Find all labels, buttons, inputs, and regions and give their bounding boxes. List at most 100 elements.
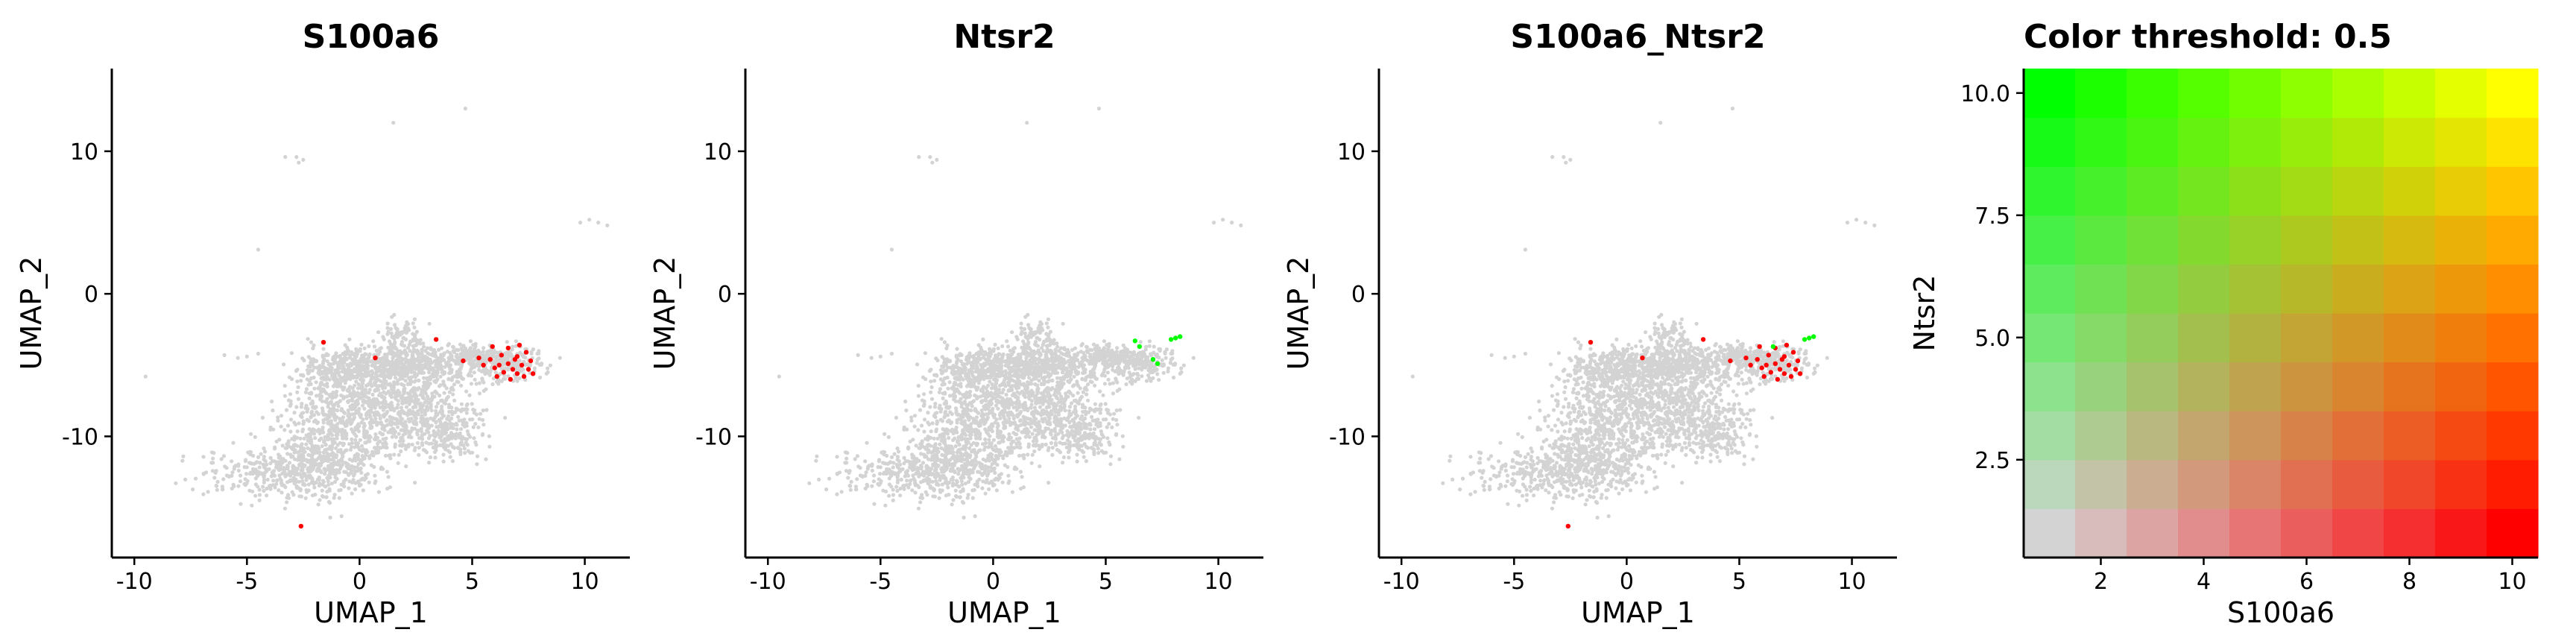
background-cell-point [432, 449, 438, 455]
background-cell-point [345, 418, 350, 423]
background-cell-point [326, 420, 330, 426]
background-cell-point [453, 436, 458, 441]
background-cell-point [402, 386, 407, 391]
background-cell-point [435, 401, 441, 405]
background-cell-point [332, 429, 336, 433]
background-cell-point [356, 382, 361, 387]
background-cell-point [416, 411, 420, 417]
background-cell-point [403, 379, 408, 383]
background-cell-point [402, 348, 407, 353]
background-cell-point [514, 363, 518, 367]
background-cell-point [419, 426, 423, 432]
background-cell-point [989, 391, 994, 395]
background-cell-point [431, 367, 435, 372]
expressing-cell-point [519, 362, 525, 367]
background-cell-point [256, 351, 260, 356]
background-cell-point [332, 479, 338, 484]
background-cell-point [306, 488, 311, 493]
background-cell-point [243, 477, 247, 482]
expressing-cell-point [492, 365, 497, 370]
background-cell-point [393, 363, 398, 367]
background-cell-point [438, 418, 442, 423]
background-cell-point [955, 450, 959, 455]
background-cell-point [438, 394, 442, 398]
background-cell-point [310, 476, 315, 481]
background-cell-point [971, 399, 976, 403]
background-cell-point [940, 488, 944, 493]
background-cell-point [961, 488, 965, 493]
background-cell-point [968, 476, 973, 482]
background-cell-point [959, 420, 964, 426]
background-cell-point [367, 352, 372, 356]
background-cell-point [300, 356, 305, 361]
background-cell-point [295, 390, 300, 394]
background-cell-point [947, 493, 951, 497]
background-cell-point [910, 452, 915, 457]
background-cell-point [385, 445, 389, 450]
background-cell-point [989, 479, 994, 484]
background-cell-point [449, 442, 453, 446]
background-cell-point [988, 465, 993, 470]
background-cell-point [215, 487, 219, 492]
background-cell-point [249, 471, 253, 476]
background-cell-point [1031, 443, 1036, 448]
x-axis-title: UMAP_1 [314, 596, 428, 629]
background-cell-point [1053, 437, 1058, 441]
background-cell-point [474, 382, 479, 386]
background-cell-point [211, 456, 215, 461]
background-cell-point [484, 408, 489, 412]
background-cell-point [362, 378, 366, 382]
background-cell-point [411, 385, 416, 391]
background-cell-point [1005, 453, 1009, 458]
background-cell-point [1098, 411, 1102, 415]
background-cell-point [1105, 425, 1109, 429]
background-cell-point [1011, 439, 1016, 443]
background-cell-point [359, 356, 364, 361]
background-cell-point [989, 398, 994, 402]
background-cell-point [380, 405, 385, 409]
background-cell-point [209, 461, 214, 465]
background-cell-point [967, 455, 972, 460]
background-cell-point [425, 346, 430, 350]
background-cell-point [943, 455, 947, 459]
background-cell-point [467, 347, 472, 352]
background-cell-point [479, 411, 483, 416]
background-cell-point [332, 496, 336, 500]
background-cell-point [326, 435, 330, 439]
background-cell-point [1052, 393, 1057, 397]
background-cell-point [455, 446, 461, 450]
background-cell-point [306, 446, 310, 451]
background-cell-point [342, 484, 347, 489]
background-cell-point [1017, 419, 1022, 423]
background-cell-point [906, 445, 911, 449]
background-cell-point [1005, 339, 1009, 344]
background-cell-point [939, 407, 944, 411]
background-cell-point [978, 433, 982, 438]
background-cell-point [343, 354, 347, 359]
background-cell-point [471, 425, 476, 429]
background-cell-point [336, 404, 341, 408]
background-cell-point [928, 405, 932, 409]
background-cell-point [919, 467, 924, 471]
background-cell-point [379, 465, 384, 470]
background-cell-point [378, 439, 382, 443]
background-cell-point [965, 413, 969, 418]
background-cell-point [960, 499, 965, 505]
background-cell-point [815, 454, 819, 458]
background-cell-point [276, 418, 280, 423]
expressing-cell-point [510, 367, 516, 372]
background-cell-point [1046, 481, 1051, 485]
background-cell-point [537, 356, 541, 361]
background-cell-point [340, 427, 345, 432]
background-cell-point [286, 441, 291, 445]
background-cell-point [371, 420, 376, 425]
background-cell-point [284, 408, 289, 412]
expressing-cell-point [496, 362, 502, 367]
background-cell-point [454, 406, 458, 411]
background-cell-point [978, 423, 982, 428]
background-cell-point [503, 415, 508, 420]
background-cell-point [253, 476, 258, 481]
background-cell-point [918, 500, 923, 505]
background-cell-point [872, 502, 877, 506]
